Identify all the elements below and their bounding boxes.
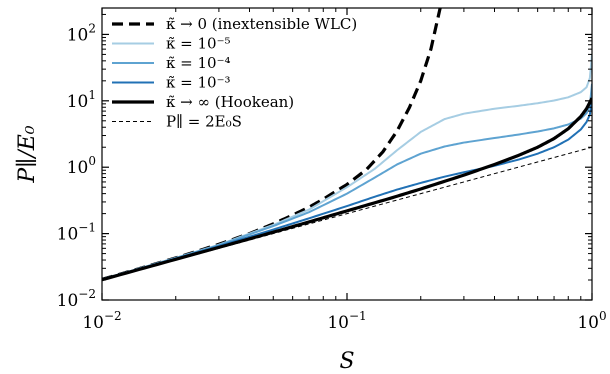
legend-label-4: κ̃ = 10⁻³ <box>166 74 231 92</box>
x-axis-label: S <box>339 349 354 374</box>
legend: κ̃ → 0 (inextensible WLC)κ̃ = 10⁻⁵κ̃ = 1… <box>112 15 357 131</box>
y-tick-label: 100 <box>67 154 96 178</box>
y-tick-label: 102 <box>67 21 96 45</box>
legend-label-5: κ̃ → ∞ (Hookean) <box>166 93 294 111</box>
series-layer <box>102 8 592 282</box>
series-line-1 <box>102 8 442 281</box>
y-tick-label: 101 <box>67 88 96 112</box>
series-line-4 <box>102 100 592 281</box>
series-line-6 <box>102 146 592 281</box>
y-axis-label: P∥/E₀ <box>15 125 40 183</box>
legend-label-3: κ̃ = 10⁻⁴ <box>166 54 231 72</box>
series-line-2 <box>102 54 592 281</box>
y-tick-label: 10−2 <box>57 287 96 311</box>
legend-label-6: P∥ = 2E₀S <box>166 113 242 131</box>
series-line-5 <box>102 96 592 282</box>
y-tick-label: 10−1 <box>57 221 96 245</box>
x-tick-label: 100 <box>577 309 606 333</box>
ticks-layer: 10−2 10−1 100 10−2 10−1 100 101 102 <box>57 8 607 333</box>
x-tick-label: 10−2 <box>82 309 121 333</box>
legend-label-1: κ̃ → 0 (inextensible WLC) <box>166 15 357 33</box>
legend-label-2: κ̃ = 10⁻⁵ <box>166 35 231 53</box>
x-tick-label: 10−1 <box>327 309 366 333</box>
